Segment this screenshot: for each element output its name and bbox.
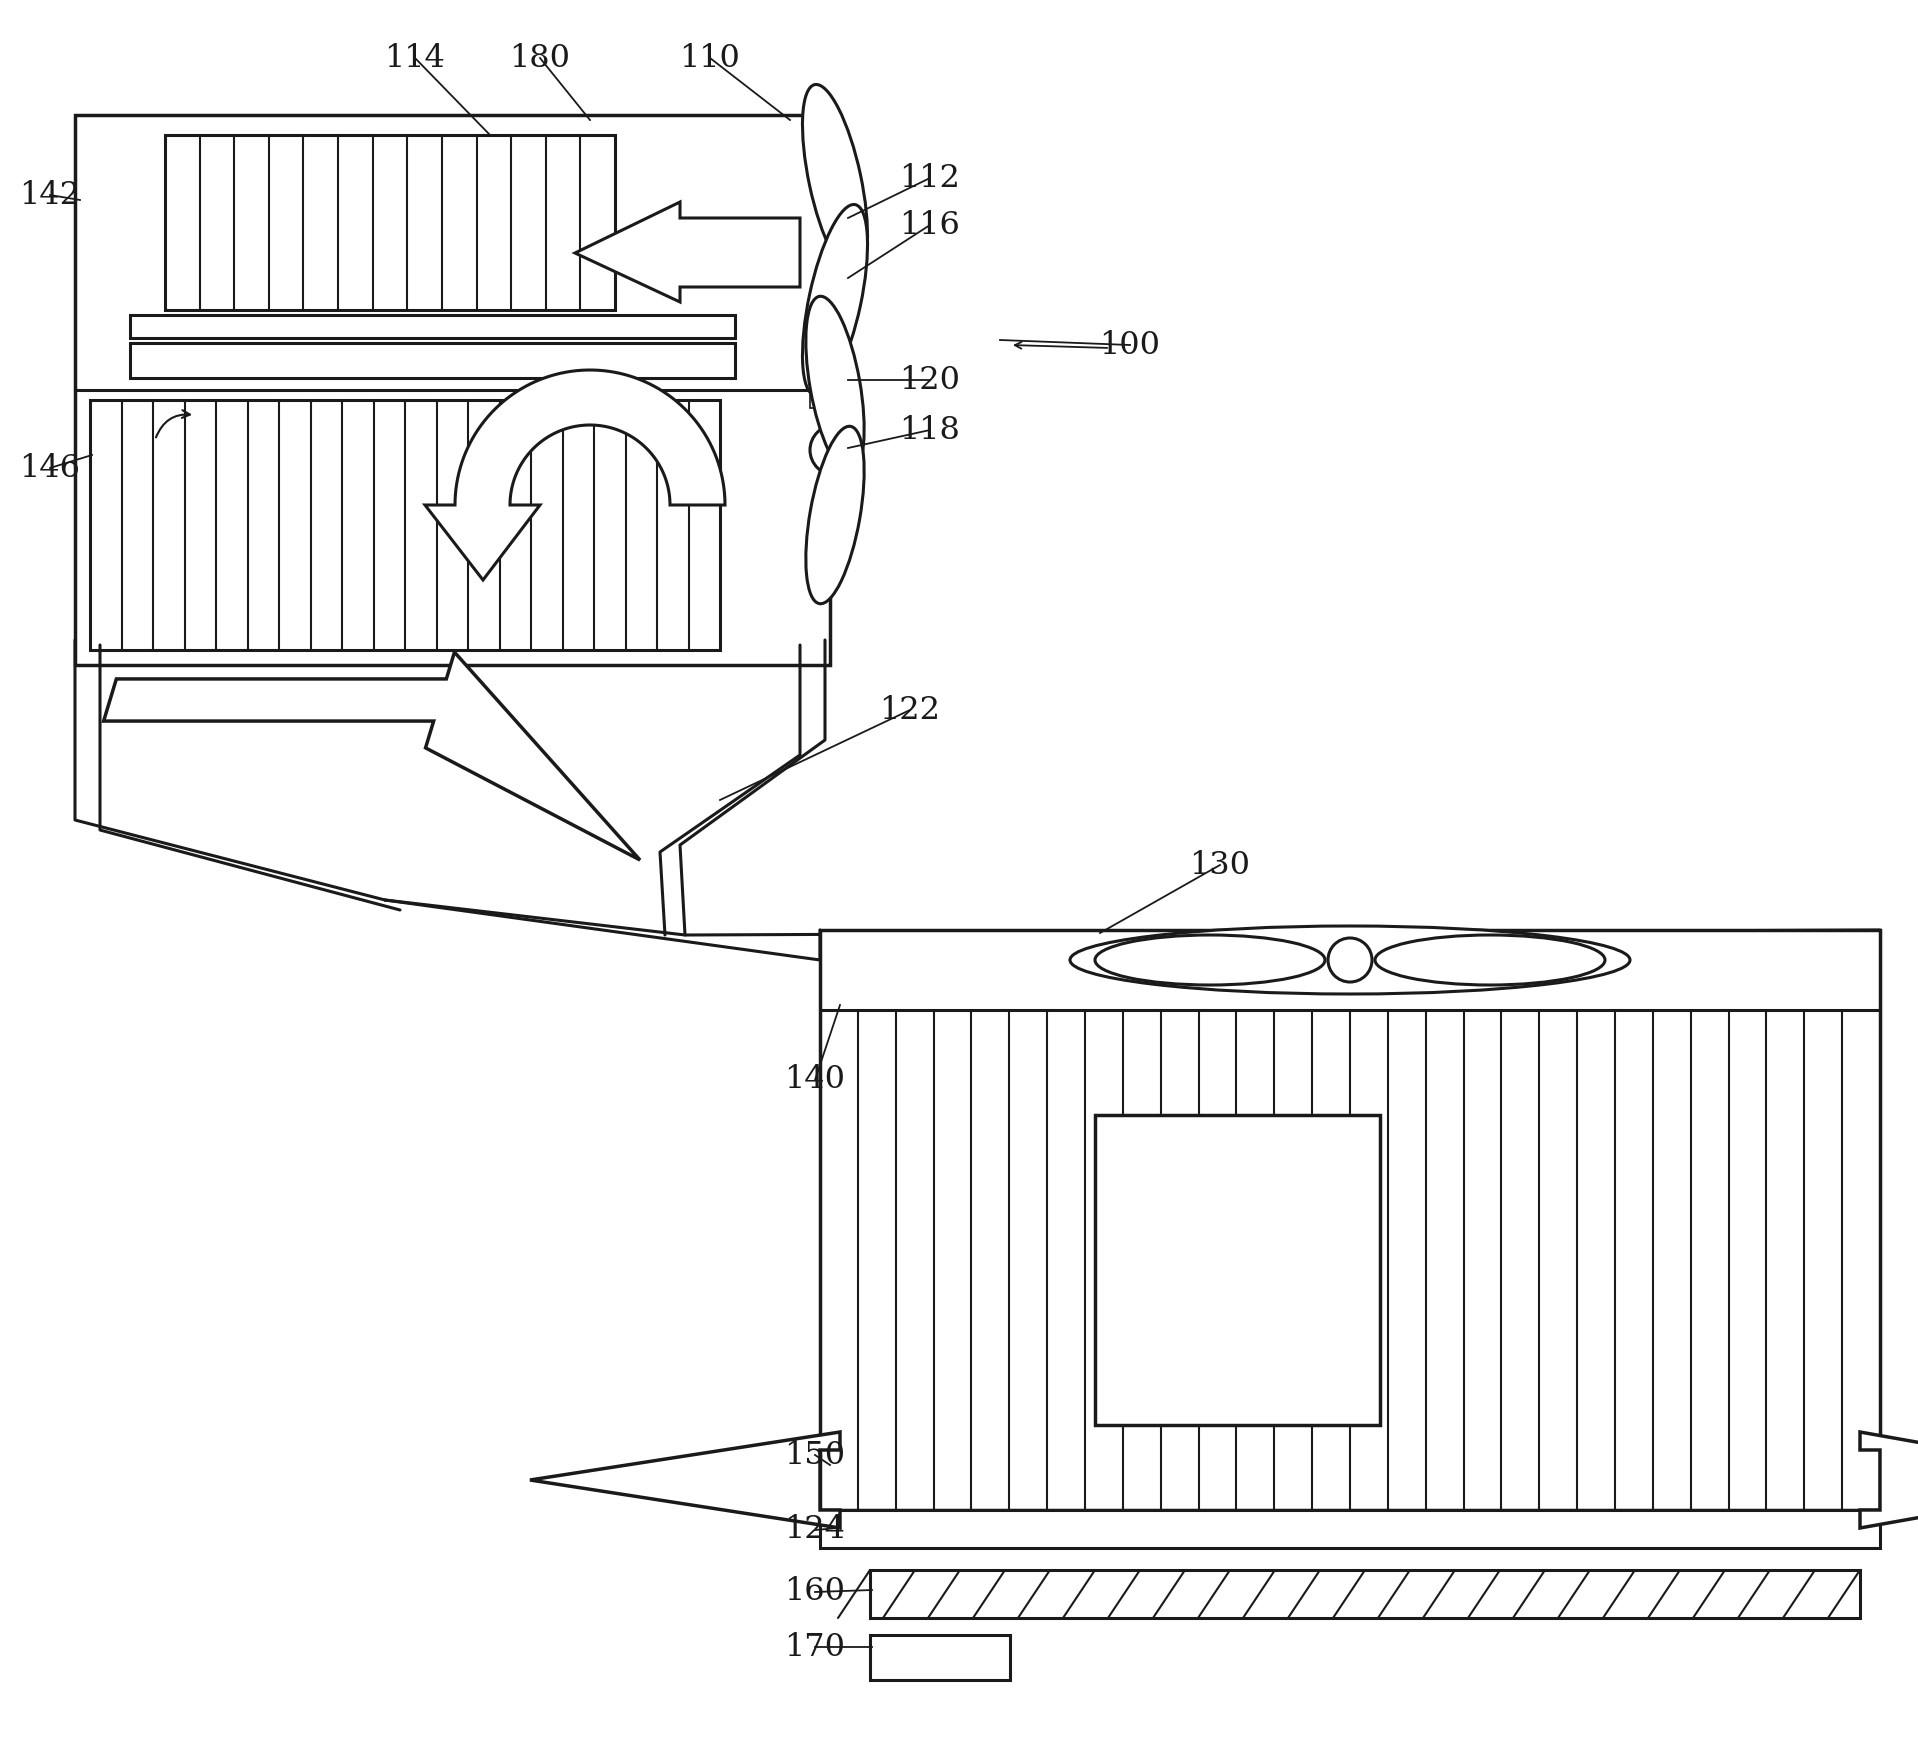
- Text: 140: 140: [784, 1064, 846, 1096]
- Text: 180: 180: [510, 42, 570, 73]
- Ellipse shape: [806, 426, 865, 604]
- Polygon shape: [821, 930, 1880, 1509]
- Text: 124: 124: [784, 1515, 846, 1546]
- Polygon shape: [871, 1635, 1011, 1680]
- Text: 146: 146: [19, 452, 81, 483]
- Ellipse shape: [1095, 935, 1325, 984]
- Polygon shape: [75, 115, 830, 665]
- Text: 160: 160: [784, 1576, 846, 1607]
- Text: 142: 142: [19, 180, 81, 211]
- Text: 122: 122: [880, 695, 940, 726]
- Polygon shape: [130, 316, 735, 339]
- Text: 150: 150: [784, 1440, 846, 1471]
- Polygon shape: [871, 1570, 1860, 1618]
- Polygon shape: [821, 1509, 1880, 1548]
- Text: 100: 100: [1099, 330, 1160, 361]
- Text: 114: 114: [386, 42, 445, 73]
- Ellipse shape: [806, 297, 865, 473]
- Polygon shape: [104, 653, 641, 860]
- Polygon shape: [1860, 1433, 1918, 1529]
- Ellipse shape: [1070, 927, 1630, 995]
- Polygon shape: [809, 382, 855, 408]
- Polygon shape: [575, 202, 800, 302]
- Text: 170: 170: [784, 1632, 846, 1663]
- Ellipse shape: [802, 84, 867, 276]
- Circle shape: [809, 426, 859, 475]
- Circle shape: [1327, 939, 1371, 982]
- Ellipse shape: [1375, 935, 1605, 984]
- Text: 130: 130: [1189, 850, 1251, 881]
- Text: 112: 112: [900, 162, 961, 194]
- Ellipse shape: [802, 204, 867, 396]
- Polygon shape: [90, 400, 719, 649]
- Text: 110: 110: [679, 42, 740, 73]
- Text: 118: 118: [900, 415, 961, 445]
- Polygon shape: [529, 1433, 840, 1529]
- Text: 120: 120: [900, 365, 961, 396]
- Polygon shape: [426, 370, 725, 579]
- Text: 116: 116: [900, 209, 961, 241]
- Polygon shape: [1095, 1115, 1379, 1426]
- Polygon shape: [165, 134, 616, 311]
- Polygon shape: [130, 344, 735, 379]
